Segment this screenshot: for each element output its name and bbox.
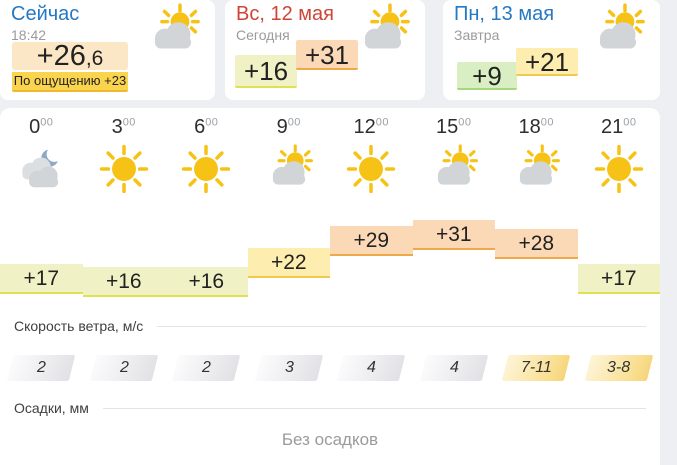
wind-speed-badge: 2: [89, 355, 158, 381]
sun-icon: [165, 144, 248, 199]
wind-speed-badge: 3: [254, 355, 323, 381]
now-clock: 18:42: [11, 27, 47, 43]
hour-label: 300: [111, 116, 136, 138]
hourly-forecast-panel: 000 300 600 900 1200 1500 1800 2100: [0, 108, 660, 465]
moon-cloud-icon: [0, 144, 83, 199]
hour-temperature-block: +16: [165, 267, 248, 297]
wind-speed-badge: 7-11: [502, 355, 571, 381]
hour-label: 1800: [518, 116, 554, 138]
today-date-link[interactable]: Вс, 12 мая: [236, 3, 334, 25]
hour-temperature-block: +29: [330, 226, 413, 256]
precip-section-label: Осадки, мм: [14, 400, 89, 416]
hour-label: 1500: [436, 116, 472, 138]
tomorrow-min-temp: +9: [457, 62, 517, 90]
divider-line: [102, 407, 646, 409]
today-min-temp: +16: [235, 55, 297, 88]
partly-cloudy-icon: [355, 3, 411, 61]
temp-fraction: ,6: [85, 47, 104, 70]
sun-cloud-icon: [413, 144, 496, 199]
tomorrow-subtitle: Завтра: [454, 27, 500, 43]
now-title-link[interactable]: Сейчас: [11, 3, 80, 25]
wind-section-header: Скорость ветра, м/с: [14, 318, 646, 334]
wind-badges-row: 2 2 2 3 4 4 7-11 3-8: [0, 355, 660, 383]
hour-temperature-block: +16: [82, 267, 165, 297]
hour-label: 2100: [601, 116, 637, 138]
divider-line: [157, 325, 646, 327]
tomorrow-max-temp: +21: [516, 48, 578, 76]
hour-label: 900: [276, 116, 301, 138]
partly-cloudy-icon: [145, 3, 201, 61]
sun-cloud-icon: [248, 144, 331, 199]
wind-speed-badge: 2: [172, 355, 241, 381]
wind-section-label: Скорость ветра, м/с: [14, 318, 144, 334]
hour-labels-row: 000 300 600 900 1200 1500 1800 2100: [0, 116, 660, 142]
hour-temperature-block: +17: [577, 264, 660, 294]
hour-temperature-block: +31: [412, 220, 495, 250]
wind-speed-badge: 4: [419, 355, 488, 381]
tomorrow-date-link[interactable]: Пн, 13 мая: [454, 3, 555, 25]
day-card-tomorrow[interactable]: Пн, 13 мая Завтра +9 +21: [443, 0, 660, 100]
hour-temperature-block: +28: [495, 229, 578, 259]
sun-icon: [83, 144, 166, 199]
hour-temperature-block: +17: [0, 264, 83, 294]
day-card-today[interactable]: Вс, 12 мая Сегодня +16 +31: [225, 0, 425, 100]
wind-speed-badge: 4: [337, 355, 406, 381]
partly-cloudy-icon: [590, 3, 646, 61]
today-subtitle: Сегодня: [236, 27, 290, 43]
hour-temperature-block: +22: [247, 248, 330, 278]
hour-label: 600: [194, 116, 219, 138]
sun-cloud-icon: [495, 144, 578, 199]
current-temperature: +26,6: [12, 40, 128, 72]
precip-value: Без осадков: [281, 430, 379, 449]
wind-speed-badge: 3-8: [584, 355, 653, 381]
today-max-temp: +31: [296, 40, 358, 70]
precip-section-header: Осадки, мм: [14, 400, 646, 416]
feels-like-badge: По ощущению +23: [12, 72, 128, 92]
now-card[interactable]: Сейчас 18:42 +26,6 По ощущению +23: [0, 0, 215, 100]
hour-label: 1200: [353, 116, 389, 138]
sun-icon: [330, 144, 413, 199]
hour-icons-row: [0, 144, 660, 200]
sun-icon: [578, 144, 661, 199]
wind-speed-badge: 2: [7, 355, 76, 381]
temp-integer: +26: [36, 40, 86, 72]
hour-label: 000: [29, 116, 54, 138]
